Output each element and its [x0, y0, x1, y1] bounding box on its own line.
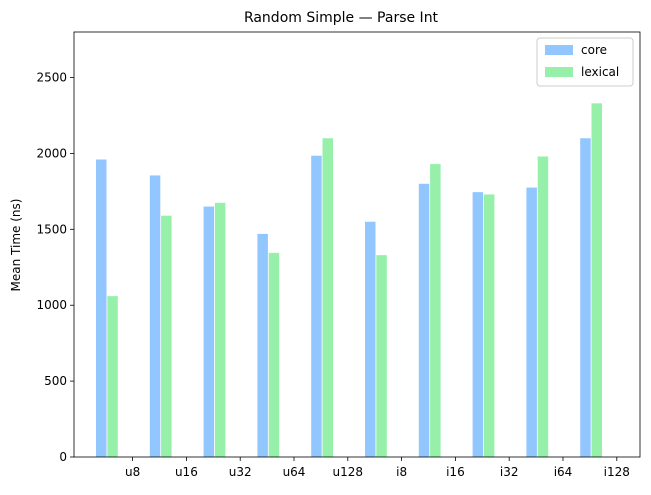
x-tick-label: u128 [333, 465, 364, 479]
y-axis-label: Mean Time (ns) [9, 199, 23, 292]
bar-core-i8 [365, 221, 376, 457]
bar-core-u128 [311, 155, 322, 457]
legend-label-lexical: lexical [581, 65, 619, 79]
x-tick-label: u8 [125, 465, 140, 479]
plot-area: 0 500 1000 1500 2000 2500 u8 u16 u32 u64 u128 i8 i16… [36, 31, 641, 479]
bar-lexical-i8 [376, 255, 387, 457]
bar-core-u8 [96, 159, 107, 457]
bar-core-i128 [580, 138, 591, 457]
bar-lexical-i16 [430, 164, 441, 457]
bar-lexical-u128 [322, 138, 333, 457]
x-tick-label: u64 [283, 465, 306, 479]
bar-lexical-u32 [214, 202, 226, 457]
y-tick-label: 1500 [36, 222, 67, 236]
legend-swatch-core [545, 45, 573, 55]
bar-lexical-i64 [537, 156, 549, 457]
x-tick-label: i16 [446, 465, 465, 479]
bar-lexical-i128 [591, 103, 602, 457]
x-tick-label: u32 [229, 465, 252, 479]
y-tick-label: 0 [59, 450, 67, 464]
x-tick-label: i8 [396, 465, 407, 479]
legend-label-core: core [581, 43, 607, 57]
bar-core-i32 [472, 192, 484, 458]
x-tick-label: u16 [175, 465, 198, 479]
y-tick-label: 2000 [36, 146, 67, 160]
bar-lexical-u8 [107, 296, 118, 457]
plot-frame [73, 31, 641, 458]
y-tick-label: 2500 [36, 71, 67, 85]
y-tick-label: 1000 [36, 298, 67, 312]
bar-core-i16 [418, 183, 430, 458]
x-tick-label: i64 [554, 465, 573, 479]
chart-title: Random Simple — Parse Int [244, 10, 439, 26]
bar-core-u64 [257, 233, 268, 457]
x-tick-label: i128 [604, 465, 630, 479]
legend-swatch-lexical [545, 67, 573, 77]
bar-lexical-i32 [483, 194, 495, 458]
legend: core lexical [536, 37, 634, 87]
bar-core-u16 [149, 175, 161, 457]
x-tick-label: i32 [500, 465, 519, 479]
y-tick-label: 500 [44, 374, 67, 388]
bar-lexical-u64 [268, 252, 280, 457]
bar-lexical-u16 [161, 215, 172, 457]
bar-core-i64 [526, 187, 537, 457]
bar-core-u32 [203, 206, 215, 457]
